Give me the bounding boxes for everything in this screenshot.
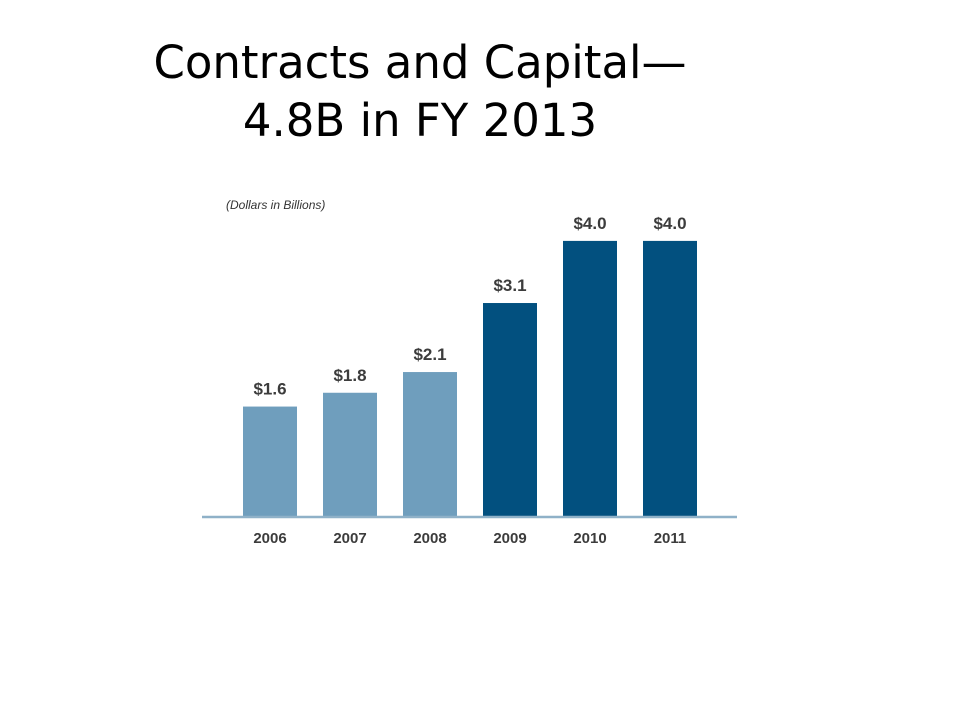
x-tick-2010: 2010 — [573, 530, 606, 547]
value-label-2011: $4.0 — [653, 214, 686, 233]
x-tick-2007: 2007 — [333, 530, 366, 547]
bars-group: $1.6 $1.8 $2.1 $3.1 $4.0 $4.0 — [243, 214, 697, 517]
value-label-2009: $3.1 — [493, 276, 526, 295]
bar-2007 — [323, 392, 377, 517]
value-label-2008: $2.1 — [413, 345, 446, 364]
bar-2010 — [563, 240, 617, 517]
value-label-2010: $4.0 — [573, 214, 606, 233]
slide-title: Contracts and Capital— 4.8B in FY 2013 — [40, 34, 800, 150]
title-line-2: 4.8B in FY 2013 — [242, 94, 598, 147]
bar-2009 — [483, 303, 537, 517]
x-tick-2009: 2009 — [493, 530, 526, 547]
bar-2011 — [643, 240, 697, 517]
x-tick-2011: 2011 — [654, 530, 687, 547]
bar-2006 — [243, 406, 297, 517]
unit-note: (Dollars in Billions) — [226, 198, 325, 212]
x-tick-2008: 2008 — [413, 530, 446, 547]
title-line-1: Contracts and Capital— — [153, 36, 687, 89]
bar-2008 — [403, 372, 457, 517]
value-label-2007: $1.8 — [333, 366, 366, 385]
x-tick-2006: 2006 — [253, 530, 286, 547]
value-label-2006: $1.6 — [253, 380, 286, 399]
x-tick-labels: 2006 2007 2008 2009 2010 2011 — [253, 530, 686, 547]
